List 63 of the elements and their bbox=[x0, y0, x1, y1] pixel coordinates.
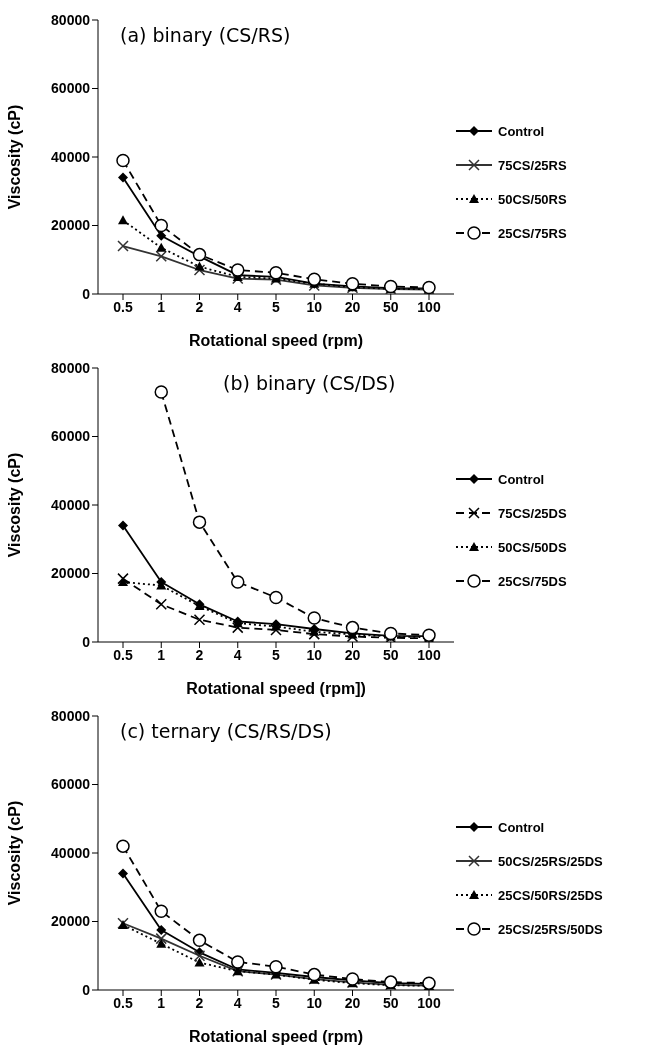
x-tick-label: 10 bbox=[306, 646, 323, 663]
x-tick-label: 100 bbox=[417, 298, 441, 315]
y-tick-label: 80000 bbox=[51, 707, 91, 724]
x-tick-label: 5 bbox=[272, 298, 281, 315]
x-tick-label: 10 bbox=[306, 298, 323, 315]
x-tick-label: 1 bbox=[157, 994, 166, 1011]
y-tick-label: 60000 bbox=[51, 428, 91, 445]
y-tick-label: 0 bbox=[82, 633, 91, 650]
y-tick-label: 20000 bbox=[51, 913, 91, 930]
x-tick-label: 4 bbox=[233, 298, 242, 315]
chart-title: (c) ternary (CS/RS/DS) bbox=[120, 720, 332, 742]
y-tick-label: 80000 bbox=[51, 359, 91, 376]
y-tick-label: 0 bbox=[82, 285, 91, 302]
chart-title: (a) binary (CS/RS) bbox=[120, 24, 291, 46]
legend-label: 50CS/25RS/25DS bbox=[498, 853, 603, 869]
legend-label: 25CS/75RS bbox=[498, 225, 567, 241]
legend-label: Control bbox=[498, 471, 545, 487]
x-axis-title: Rotational speed (rpm) bbox=[188, 1028, 364, 1045]
x-tick-label: 100 bbox=[417, 646, 441, 663]
y-axis-title: Viscosity (cP) bbox=[5, 452, 23, 558]
x-axis-title: Rotational speed (rpm]) bbox=[186, 680, 366, 697]
legend-label: 50CS/50DS bbox=[498, 539, 567, 555]
y-tick-label: 20000 bbox=[51, 217, 91, 234]
x-tick-label: 1 bbox=[157, 298, 166, 315]
y-tick-label: 0 bbox=[82, 981, 91, 998]
y-tick-label: 60000 bbox=[51, 776, 91, 793]
x-tick-label: 20 bbox=[344, 994, 361, 1011]
y-tick-label: 40000 bbox=[51, 148, 91, 165]
x-tick-label: 4 bbox=[233, 646, 242, 663]
legend-label: 25CS/50RS/25DS bbox=[498, 887, 603, 903]
legend-label: 25CS/75DS bbox=[498, 573, 567, 589]
y-tick-label: 40000 bbox=[51, 496, 91, 513]
y-tick-label: 60000 bbox=[51, 80, 91, 97]
x-tick-label: 0.5 bbox=[113, 646, 133, 663]
y-tick-label: 80000 bbox=[51, 11, 91, 28]
x-tick-label: 1 bbox=[157, 646, 166, 663]
x-tick-label: 5 bbox=[272, 994, 281, 1011]
x-tick-label: 50 bbox=[382, 994, 399, 1011]
legend-label: 75CS/25DS bbox=[498, 505, 567, 521]
y-axis-title: Viscosity (cP) bbox=[5, 800, 23, 906]
x-tick-label: 50 bbox=[382, 646, 399, 663]
x-tick-label: 2 bbox=[195, 646, 204, 663]
x-tick-label: 0.5 bbox=[113, 298, 133, 315]
x-tick-label: 10 bbox=[306, 994, 323, 1011]
x-tick-label: 4 bbox=[233, 994, 242, 1011]
legend-label: Control bbox=[498, 123, 545, 139]
chart-title: (b) binary (CS/DS) bbox=[223, 372, 396, 394]
y-tick-label: 40000 bbox=[51, 844, 91, 861]
x-tick-label: 0.5 bbox=[113, 994, 133, 1011]
x-tick-label: 100 bbox=[417, 994, 441, 1011]
y-axis-title: Viscosity (cP) bbox=[5, 104, 23, 210]
x-tick-label: 20 bbox=[344, 298, 361, 315]
x-tick-label: 20 bbox=[344, 646, 361, 663]
legend-label: 50CS/50RS bbox=[498, 191, 567, 207]
y-tick-label: 20000 bbox=[51, 565, 91, 582]
x-tick-label: 2 bbox=[195, 994, 204, 1011]
x-axis-title: Rotational speed (rpm) bbox=[188, 332, 364, 349]
x-tick-label: 2 bbox=[195, 298, 204, 315]
legend-label: 75CS/25RS bbox=[498, 157, 567, 173]
legend-label: Control bbox=[498, 819, 545, 835]
x-tick-label: 50 bbox=[382, 298, 399, 315]
legend-label: 25CS/25RS/50DS bbox=[498, 921, 603, 937]
x-tick-label: 5 bbox=[272, 646, 281, 663]
